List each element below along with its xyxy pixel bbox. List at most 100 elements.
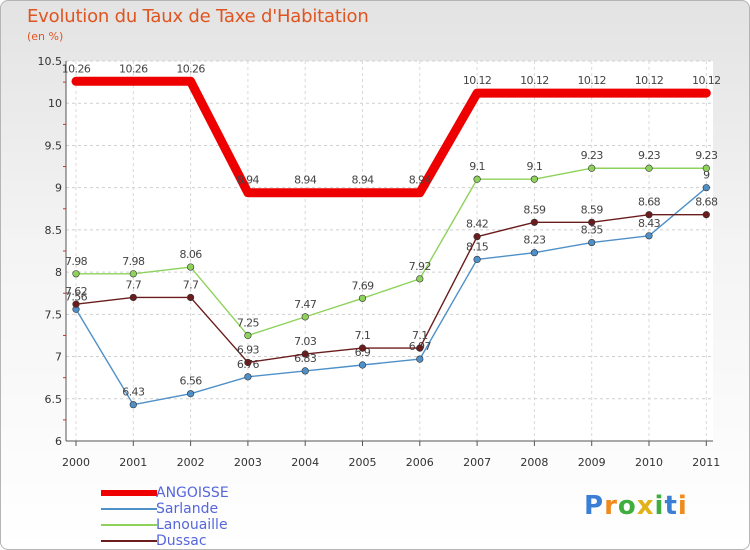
data-point bbox=[530, 218, 539, 226]
data-label: 8.35 bbox=[581, 224, 604, 237]
logo-letter: r bbox=[604, 491, 618, 521]
legend-swatch bbox=[101, 540, 157, 542]
data-label: 10.26 bbox=[176, 62, 205, 75]
data-point bbox=[588, 164, 596, 172]
data-label: 8.94 bbox=[294, 174, 317, 187]
data-point bbox=[187, 390, 195, 398]
data-point bbox=[358, 344, 367, 352]
data-point bbox=[416, 275, 424, 283]
chart-subtitle: (en %) bbox=[27, 30, 64, 43]
data-point bbox=[588, 238, 596, 247]
data-label: 6.9 bbox=[355, 346, 371, 359]
data-label: 8.68 bbox=[638, 196, 661, 209]
legend-label: Lanouaille bbox=[156, 517, 228, 533]
x-tick-label: 2008 bbox=[520, 456, 548, 469]
legend-swatch bbox=[101, 524, 157, 526]
legend-label: Sarlande bbox=[156, 501, 219, 517]
data-label: 7.25 bbox=[237, 316, 260, 329]
data-label: 7.98 bbox=[122, 255, 145, 268]
x-tick-label: 2002 bbox=[177, 456, 205, 469]
data-point bbox=[72, 300, 80, 308]
chart-legend: ANGOISSE Sarlande Lanouaille Dussac bbox=[101, 485, 321, 549]
proxiti-logo: Proxiti bbox=[584, 491, 688, 521]
data-point bbox=[473, 233, 481, 241]
logo-letter: i bbox=[654, 491, 665, 521]
data-label: 9.23 bbox=[695, 149, 718, 162]
legend-item: Dussac bbox=[101, 533, 321, 549]
data-point bbox=[702, 211, 710, 219]
logo-letter: t bbox=[664, 491, 678, 521]
y-tick-label: 9 bbox=[55, 182, 62, 195]
data-point bbox=[187, 293, 195, 302]
logo-letter: P bbox=[584, 491, 605, 521]
data-label: 8.68 bbox=[695, 196, 718, 209]
y-tick-label: 8 bbox=[55, 266, 62, 279]
legend-item: Sarlande bbox=[101, 501, 321, 517]
data-point bbox=[129, 401, 137, 409]
data-label: 9.23 bbox=[638, 149, 661, 162]
data-label: 6.56 bbox=[180, 375, 203, 388]
data-point bbox=[645, 211, 653, 219]
data-point bbox=[244, 331, 252, 340]
legend-swatch bbox=[101, 508, 157, 510]
legend-item: Lanouaille bbox=[101, 517, 321, 533]
logo-letter: o bbox=[617, 491, 637, 521]
data-label: 7.47 bbox=[294, 298, 317, 311]
y-tick-label: 7.5 bbox=[45, 308, 63, 321]
logo-letter: i bbox=[677, 491, 688, 521]
data-label: 7.69 bbox=[351, 279, 374, 292]
y-tick-label: 7 bbox=[55, 351, 62, 364]
data-point bbox=[588, 218, 596, 226]
data-point bbox=[301, 367, 309, 375]
legend-label: ANGOISSE bbox=[156, 485, 229, 501]
series-line-sarlande bbox=[75, 186, 707, 406]
data-label: 10.12 bbox=[520, 74, 549, 87]
series-line-angoisse bbox=[71, 76, 711, 198]
data-label: 6.93 bbox=[237, 343, 260, 356]
data-point bbox=[702, 164, 710, 172]
data-point bbox=[416, 355, 424, 363]
legend-item: ANGOISSE bbox=[101, 485, 321, 501]
data-label: 7.03 bbox=[294, 335, 317, 348]
data-point bbox=[645, 232, 653, 240]
data-label: 10.12 bbox=[577, 74, 606, 87]
data-point bbox=[301, 350, 309, 358]
logo-letter: x bbox=[636, 491, 655, 521]
data-label: 8.15 bbox=[466, 240, 489, 253]
y-tick-label: 8.5 bbox=[45, 224, 63, 237]
data-label: 8.06 bbox=[180, 248, 203, 261]
data-point bbox=[358, 361, 367, 369]
y-tick-label: 6.5 bbox=[45, 393, 63, 406]
y-tick-label: 6 bbox=[55, 435, 62, 448]
data-label: 7.7 bbox=[183, 278, 199, 291]
data-label: 7.56 bbox=[65, 290, 88, 303]
data-label: 10.26 bbox=[62, 62, 91, 75]
data-label: 8.43 bbox=[638, 217, 661, 230]
chart-title: Evolution du Taux de Taxe d'Habitation bbox=[27, 6, 369, 27]
data-point bbox=[473, 175, 481, 183]
data-label: 8.42 bbox=[466, 218, 488, 231]
series-line-dussac bbox=[75, 213, 707, 364]
data-point bbox=[358, 294, 367, 302]
data-point bbox=[645, 164, 653, 172]
data-label: 7.98 bbox=[65, 255, 88, 268]
data-point bbox=[702, 184, 710, 192]
data-label: 10.12 bbox=[463, 74, 492, 87]
x-tick-label: 2003 bbox=[234, 456, 262, 469]
data-label: 8.59 bbox=[581, 203, 604, 216]
data-point bbox=[530, 249, 539, 257]
data-point bbox=[473, 255, 481, 264]
data-label: 9.1 bbox=[469, 160, 485, 173]
y-tick-label: 9.5 bbox=[45, 139, 63, 152]
x-tick-label: 2004 bbox=[291, 456, 319, 469]
x-tick-label: 2001 bbox=[119, 456, 147, 469]
data-point bbox=[244, 358, 252, 367]
x-tick-label: 2011 bbox=[692, 456, 720, 469]
data-point bbox=[187, 263, 195, 271]
x-tick-label: 2000 bbox=[62, 456, 90, 469]
x-tick-label: 2005 bbox=[349, 456, 377, 469]
data-label: 8.94 bbox=[237, 174, 260, 187]
data-label: 9.1 bbox=[527, 160, 543, 173]
